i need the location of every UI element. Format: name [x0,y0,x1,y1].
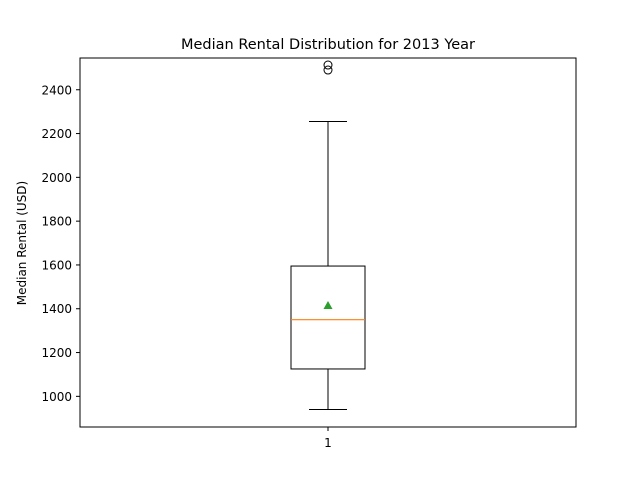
y-tick-label: 1800 [41,215,72,229]
interquartile-box [290,265,366,370]
y-tick-label: 1400 [41,302,72,316]
chart-title: Median Rental Distribution for 2013 Year [181,37,475,53]
y-tick-label: 2200 [41,127,72,141]
y-axis-ticks: 1000 1200 1400 1600 1800 2000 2200 2400 [41,83,80,404]
y-tick-label: 1000 [41,390,72,404]
outlier-point [323,65,333,75]
y-tick-label: 2000 [41,171,72,185]
x-axis-ticks: 1 [324,427,332,450]
plot-area-frame [79,57,577,428]
x-tick-label: 1 [324,436,332,450]
plot-marks [290,60,366,410]
outlier-point [323,60,333,70]
y-tick-label: 1200 [41,346,72,360]
y-tick-label: 2400 [41,83,72,97]
mean-marker [323,300,333,310]
y-axis-label: Median Rental (USD) [15,181,29,305]
y-tick-label: 1600 [41,258,72,272]
